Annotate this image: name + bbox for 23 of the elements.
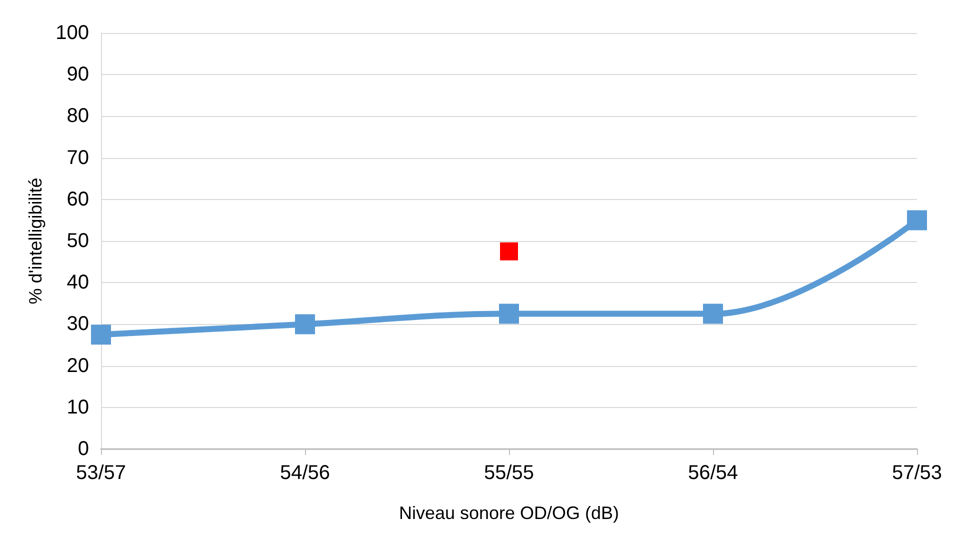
y-tick-label: 50: [66, 230, 89, 252]
point: [499, 304, 519, 324]
y-tick-label: 90: [66, 64, 89, 86]
y-tick-label: 20: [66, 354, 89, 377]
y-tick-label: 70: [66, 146, 89, 169]
y-tick-label: 100: [56, 22, 89, 44]
y-tick-label: 80: [66, 105, 89, 128]
x-tick-label: 54/56: [280, 462, 330, 484]
y-tick-label: 40: [66, 272, 89, 294]
x-tick-label: 55/55: [484, 462, 534, 484]
x-tick-label: 53/57: [76, 462, 126, 484]
x-tick-label: 56/54: [688, 462, 738, 484]
point: [295, 314, 315, 334]
x-axis-title: Niveau sonore OD/OG (dB): [398, 503, 620, 523]
y-tick-label: 0: [78, 438, 89, 460]
y-tick-label: 60: [66, 188, 89, 210]
x-tick-label: 57/53: [892, 462, 942, 484]
point: [907, 210, 927, 230]
y-axis-title: % d'intelligibilité: [26, 178, 46, 304]
y-tick-label: 30: [66, 313, 89, 336]
point: [703, 304, 723, 324]
point: [91, 324, 111, 345]
y-tick-label: 10: [66, 396, 89, 418]
